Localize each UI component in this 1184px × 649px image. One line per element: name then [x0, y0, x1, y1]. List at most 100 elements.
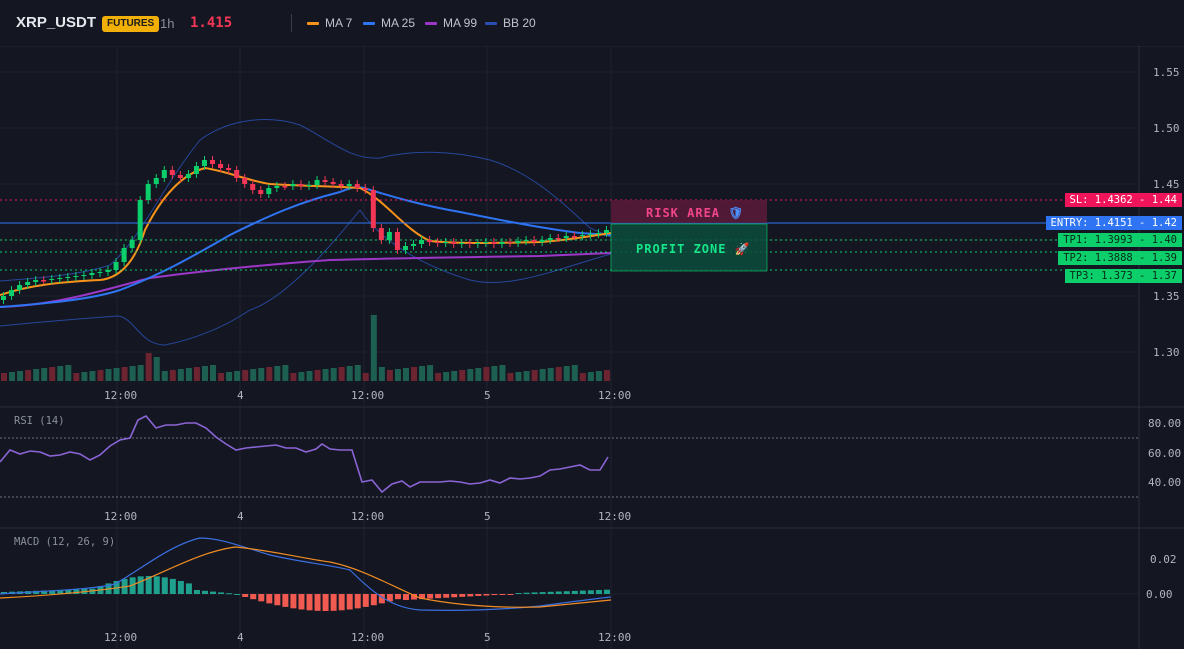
macd-histogram-bar [169, 578, 176, 594]
macd-histogram-bar [378, 594, 385, 604]
rsi-axis-label: 60.00 [1148, 447, 1182, 460]
macd-histogram-bar [531, 592, 538, 594]
candle-body [113, 262, 119, 270]
symbol-name[interactable]: XRP_USDT [16, 14, 97, 31]
sl-level-label: SL: 1.4362 [1069, 194, 1133, 206]
ma25-line [0, 186, 612, 308]
rsi-axis-label: 80.00 [1148, 417, 1182, 430]
volume-bar [57, 366, 64, 381]
volume-bar [362, 373, 369, 381]
candle-body [595, 233, 601, 234]
macd-histogram-bar [41, 590, 48, 594]
candle-body [459, 243, 465, 244]
candle-body [65, 277, 71, 278]
signal-line [0, 546, 612, 608]
volume-bar [475, 368, 482, 381]
candle-body [443, 242, 449, 243]
candle-body [210, 160, 216, 164]
time-axis-label: 12:00 [351, 510, 385, 523]
header-divider [291, 14, 292, 32]
candle-body [9, 290, 15, 296]
entry-level-badge[interactable]: ENTRY: 1.4151 - 1.42 [1045, 216, 1182, 230]
price-axis-label: 1.50 [1153, 122, 1180, 135]
candle-body [394, 232, 400, 250]
volume-bar [210, 365, 217, 381]
macd-histogram-bar [603, 589, 610, 594]
volume-bar [483, 367, 490, 381]
macd-histogram-bar [362, 594, 369, 607]
rocket-icon: 🚀 [734, 242, 751, 256]
macd-histogram-bar [354, 594, 361, 609]
candle-body [153, 178, 159, 184]
tp2-level-badge[interactable]: TP2: 1.3888 - 1.39 [1058, 251, 1182, 265]
macd-histogram-bar [137, 576, 144, 594]
volume-bar [234, 371, 241, 381]
tp2-level-label: TP2: 1.3888 [1063, 252, 1133, 264]
time-axis-label: 12:00 [598, 389, 632, 402]
candle-body [290, 184, 296, 186]
candle-body [571, 236, 577, 238]
macd-histogram-bar [547, 591, 554, 594]
legend-ma7[interactable]: MA 7 [307, 16, 352, 30]
candle-body [169, 170, 175, 175]
price-axis-label: 1.45 [1153, 178, 1180, 191]
legend-bb20-label: BB 20 [503, 16, 536, 30]
shield-icon: 🛡 [728, 206, 745, 220]
macd-histogram-bar [571, 590, 578, 594]
price-axis-label: 1.55 [1153, 66, 1180, 79]
volume-bar [402, 368, 409, 381]
candle-body [242, 178, 248, 184]
volume-bar [338, 367, 345, 381]
macd-histogram-bar [1, 592, 7, 594]
macd-histogram-bar [234, 594, 241, 595]
time-axis-label: 12:00 [598, 510, 632, 523]
legend-ma99[interactable]: MA 99 [425, 16, 477, 30]
candle-body [555, 238, 561, 240]
macd-histogram-bar [306, 594, 313, 611]
candle-body [97, 272, 103, 273]
macd-histogram-bar [145, 576, 152, 594]
time-axis-label: 5 [484, 510, 491, 523]
volume-bar [25, 370, 32, 381]
candle-body [451, 242, 457, 244]
candle-body [370, 190, 376, 228]
volume-bar [137, 365, 144, 381]
timeframe-selector[interactable]: 1h [160, 16, 175, 31]
futures-badge: FUTURES [102, 16, 160, 32]
volume-bar [1, 373, 7, 381]
volume-bar [499, 365, 506, 381]
macd-histogram-bar [563, 591, 570, 594]
profit-zone-box [610, 223, 768, 272]
candle-body [539, 240, 545, 242]
legend-bb20[interactable]: BB 20 [485, 16, 536, 30]
candle-body [193, 166, 199, 174]
macd-histogram-bar [587, 590, 594, 594]
volume-bar [491, 366, 498, 381]
volume-bar [459, 370, 466, 381]
macd-histogram-bar [475, 594, 482, 596]
macd-axis-label: 0.00 [1146, 588, 1173, 601]
rsi-line [0, 415, 609, 494]
candle-body [185, 174, 191, 178]
volume-bar [394, 369, 401, 381]
chart-header: XRP_USDT FUTURES 1h 1.415 MA 7 MA 25 MA … [0, 0, 1184, 46]
rsi-axis-label: 40.00 [1148, 476, 1182, 489]
volume-bar [386, 370, 393, 381]
tp1-axis-value: 1.40 [1151, 234, 1177, 246]
macd-histogram-bar [330, 594, 337, 611]
volume-bar [515, 372, 522, 381]
tp3-level-badge[interactable]: TP3: 1.373 - 1.37 [1064, 269, 1182, 283]
volume-bar [41, 368, 48, 381]
sl-level-badge[interactable]: SL: 1.4362 - 1.44 [1064, 193, 1182, 207]
candle-body [491, 242, 497, 244]
tp1-level-badge[interactable]: TP1: 1.3993 - 1.40 [1058, 233, 1182, 247]
candle-body [121, 248, 127, 262]
macd-histogram-bar [322, 594, 329, 611]
macd-histogram-bar [226, 593, 233, 595]
macd-histogram-bar [386, 594, 393, 602]
volume-bar [153, 357, 160, 381]
volume-bar [169, 370, 176, 381]
legend-ma25[interactable]: MA 25 [363, 16, 415, 30]
candle-body [201, 160, 207, 166]
